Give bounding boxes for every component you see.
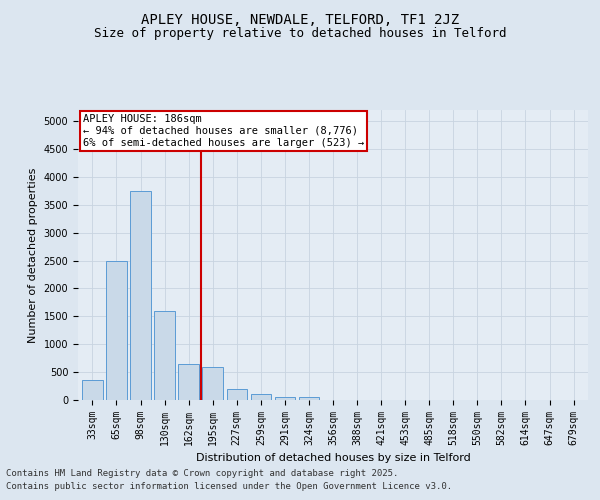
Bar	[227, 389, 247, 400]
Bar	[154, 311, 175, 400]
Y-axis label: Number of detached properties: Number of detached properties	[28, 168, 38, 342]
Bar	[299, 397, 319, 400]
Bar	[106, 260, 127, 400]
Bar	[202, 366, 223, 400]
Text: Contains public sector information licensed under the Open Government Licence v3: Contains public sector information licen…	[6, 482, 452, 491]
Text: Size of property relative to detached houses in Telford: Size of property relative to detached ho…	[94, 28, 506, 40]
Bar	[251, 394, 271, 400]
Bar	[82, 380, 103, 400]
Text: APLEY HOUSE: 186sqm
← 94% of detached houses are smaller (8,776)
6% of semi-deta: APLEY HOUSE: 186sqm ← 94% of detached ho…	[83, 114, 364, 148]
Text: Contains HM Land Registry data © Crown copyright and database right 2025.: Contains HM Land Registry data © Crown c…	[6, 468, 398, 477]
Bar	[275, 397, 295, 400]
Bar	[130, 191, 151, 400]
Bar	[178, 364, 199, 400]
Text: APLEY HOUSE, NEWDALE, TELFORD, TF1 2JZ: APLEY HOUSE, NEWDALE, TELFORD, TF1 2JZ	[141, 12, 459, 26]
X-axis label: Distribution of detached houses by size in Telford: Distribution of detached houses by size …	[196, 454, 470, 464]
